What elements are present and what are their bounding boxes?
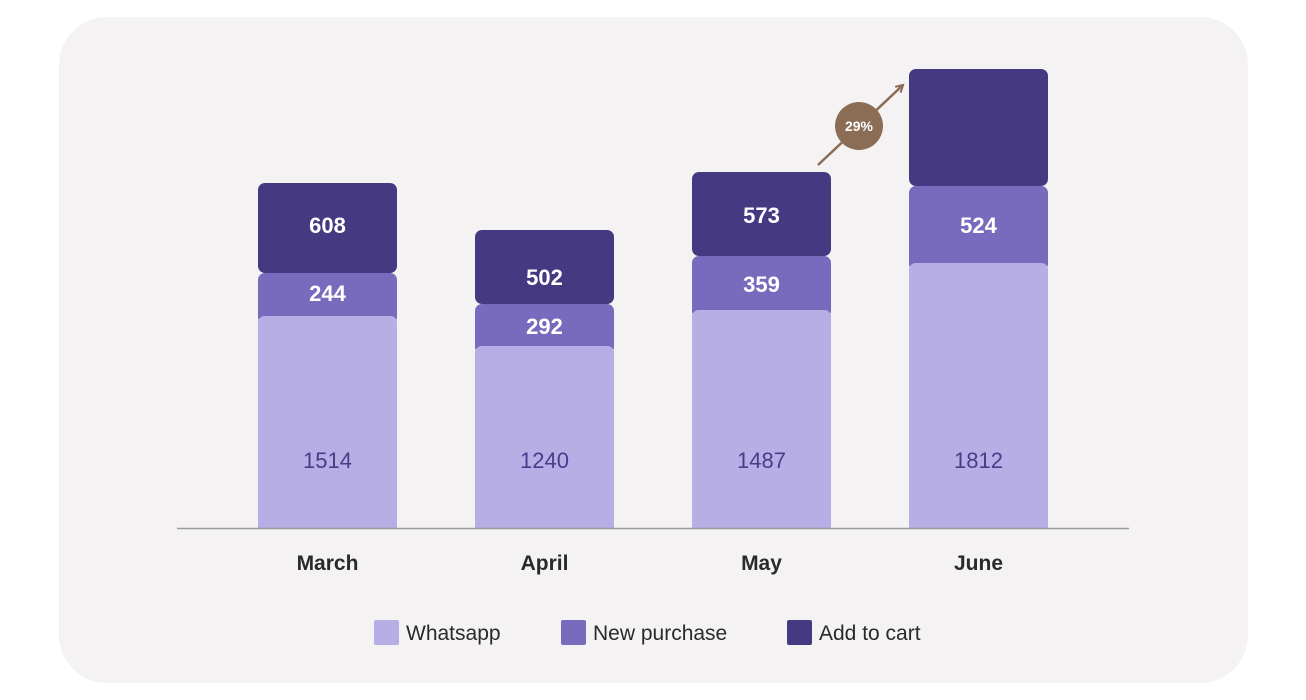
bar-whatsapp-may-face: [692, 310, 831, 528]
legend: Whatsapp New purchase Add to cart: [374, 620, 921, 645]
legend-item-new-purchase: New purchase: [561, 620, 727, 645]
bar-stack-march: 1514 244 608: [258, 183, 397, 528]
legend-swatch: [561, 620, 586, 645]
bar-add-to-cart-march: [258, 183, 397, 273]
data-label-new-purchase-june: 524: [960, 213, 997, 238]
bar-new-purchase-may: [692, 256, 831, 318]
bar-stack-june: 1812 524: [909, 69, 1048, 528]
x-tick-label-march: March: [297, 552, 359, 575]
bar-new-purchase-march: [258, 273, 397, 324]
bar-add-to-cart-june: [909, 69, 1048, 186]
data-label-add-to-cart-april: 502: [526, 265, 563, 290]
bar-stack-may: 1487 359 573: [692, 172, 831, 528]
growth-badge: [835, 102, 883, 150]
x-tick-label-april: April: [521, 552, 569, 575]
data-label-new-purchase-april: 292: [526, 314, 563, 339]
data-label-add-to-cart-march: 608: [309, 213, 346, 238]
bar-add-to-cart-may: [692, 172, 831, 256]
data-label-add-to-cart-may: 573: [743, 203, 780, 228]
bar-base-fill: [692, 518, 831, 528]
x-tick-label-may: May: [741, 552, 782, 575]
bar-new-purchase-june: [909, 186, 1048, 271]
growth-annotation: 29%: [817, 85, 903, 166]
data-label-whatsapp-march: 1514: [303, 448, 352, 473]
bar-base-fill: [475, 518, 614, 528]
data-label-whatsapp-may: 1487: [737, 448, 786, 473]
x-axis-labels: March April May June: [297, 552, 1003, 575]
bar-stack-april: 1240 292 502: [475, 230, 614, 528]
growth-badge-text: 29%: [845, 118, 874, 134]
x-tick-label-june: June: [954, 552, 1003, 575]
bar-whatsapp-june-face: [909, 263, 1048, 528]
bar-whatsapp-april-face: [475, 346, 614, 528]
data-label-new-purchase-may: 359: [743, 272, 780, 297]
chart-card: [59, 17, 1248, 683]
legend-swatch: [787, 620, 812, 645]
bar-add-to-cart-april: [475, 230, 614, 304]
legend-item-whatsapp: Whatsapp: [374, 620, 501, 645]
legend-label: Add to cart: [819, 622, 921, 645]
bars-group: 1514 244 608 1240 292 502 1487 359 573 1812 524: [258, 69, 1048, 528]
data-label-whatsapp-april: 1240: [520, 448, 569, 473]
legend-label: Whatsapp: [406, 622, 501, 645]
bar-base-fill: [909, 518, 1048, 528]
bar-new-purchase-april: [475, 304, 614, 354]
legend-swatch: [374, 620, 399, 645]
data-label-whatsapp-june: 1812: [954, 448, 1003, 473]
legend-label: New purchase: [593, 622, 727, 645]
bar-whatsapp-march-face: [258, 316, 397, 528]
data-label-new-purchase-march: 244: [309, 281, 346, 306]
bar-base-fill: [258, 518, 397, 528]
legend-item-add-to-cart: Add to cart: [787, 620, 921, 645]
